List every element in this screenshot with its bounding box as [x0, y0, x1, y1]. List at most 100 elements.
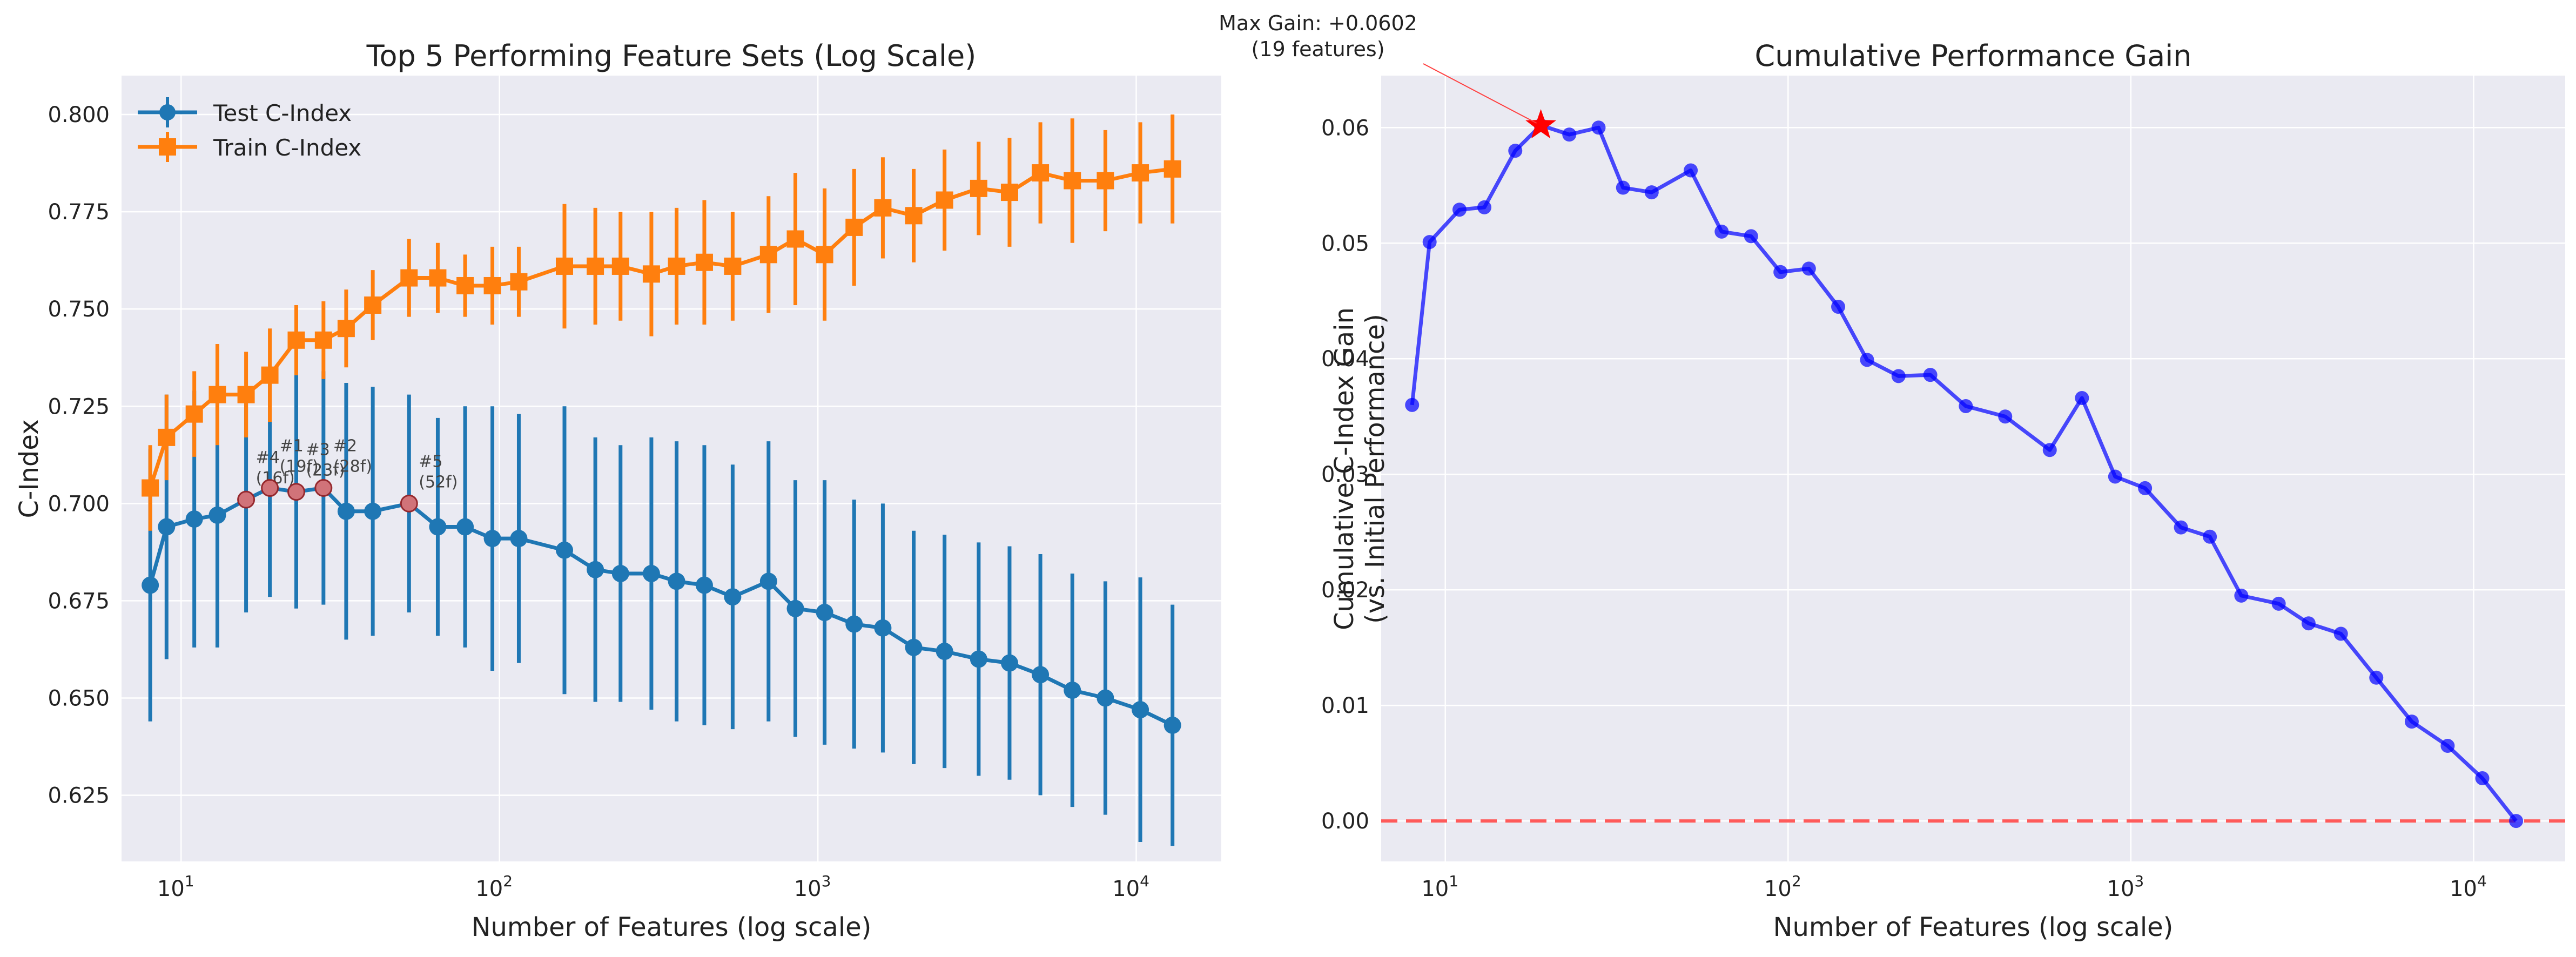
test-point	[158, 518, 176, 536]
gain-point	[2404, 715, 2419, 729]
left-chart-title: Top 5 Performing Feature Sets (Log Scale…	[366, 39, 977, 73]
gain-point	[1831, 299, 1846, 314]
train-point	[816, 246, 833, 264]
gain-point	[1591, 120, 1606, 135]
train-point	[142, 479, 159, 497]
right-ytick-label: 0.04	[1321, 347, 1369, 372]
train-point	[456, 277, 474, 294]
left-ytick-label: 0.750	[48, 297, 110, 322]
train-point	[429, 269, 447, 287]
test-point	[429, 518, 447, 536]
gain-point	[1405, 397, 1420, 412]
test-point	[786, 599, 804, 617]
train-point	[845, 218, 863, 236]
gain-point	[2203, 529, 2217, 544]
train-point	[936, 191, 953, 209]
test-point	[936, 643, 953, 661]
test-point	[642, 564, 660, 582]
train-point	[695, 253, 713, 271]
train-point	[1000, 184, 1018, 201]
train-point	[510, 273, 528, 291]
gain-point	[1452, 203, 1467, 217]
highlight-rank-label: #1	[280, 437, 304, 456]
gain-point	[1998, 409, 2013, 424]
right-y-axis-label: Cumulative C-Index Gain	[1329, 307, 1360, 630]
gain-point	[1508, 144, 1523, 158]
right-ytick-label: 0.03	[1321, 462, 1369, 487]
train-point	[287, 331, 305, 349]
test-point	[1064, 682, 1081, 699]
right-ytick-label: 0.02	[1321, 578, 1369, 603]
legend: Test C-Index Train C-Index	[138, 97, 361, 162]
test-point	[1163, 716, 1181, 734]
test-point	[1132, 701, 1149, 719]
gain-point	[2174, 520, 2188, 535]
train-point	[400, 269, 418, 287]
plot-background	[1381, 76, 2565, 861]
right-x-axis-label: Number of Features (log scale)	[1773, 912, 2174, 942]
train-point	[314, 331, 332, 349]
test-point	[1032, 666, 1050, 684]
right-xtick-label: 102	[1764, 872, 1801, 901]
gain-point	[1644, 185, 1659, 200]
highlight-point	[261, 479, 279, 497]
test-point	[874, 619, 892, 637]
grid	[122, 76, 1221, 861]
highlight-features-label: (52f)	[419, 473, 458, 491]
highlight-rank-label: #5	[419, 452, 442, 471]
legend-label-train: Train C-Index	[213, 134, 361, 161]
highlight-rank-label: #4	[256, 448, 280, 467]
highlight-rank-label: #2	[333, 437, 357, 456]
test-point	[337, 502, 355, 520]
right-ytick-label: 0.00	[1321, 809, 1369, 834]
train-point	[786, 230, 804, 248]
left-xtick-label: 101	[157, 872, 194, 901]
gain-point	[2475, 771, 2490, 785]
gain-point	[2042, 443, 2057, 457]
train-point	[158, 428, 176, 446]
left-ytick-label: 0.800	[48, 103, 110, 127]
highlight-point	[400, 494, 418, 513]
highlight-rank-label: #3	[306, 441, 329, 460]
gain-point	[2301, 616, 2316, 631]
gain-point	[1616, 180, 1630, 195]
left-chart: #4(16f)#1(19f)#3(23f)#2(28f) #5(52f) 0.62…	[14, 39, 1221, 942]
gain-point	[1959, 399, 1973, 413]
gain-point	[1860, 353, 1874, 367]
left-y-axis-label: C-Index	[14, 420, 44, 518]
test-point	[668, 572, 685, 590]
train-point	[364, 296, 382, 314]
test-point	[905, 638, 923, 656]
legend-label-test: Test C-Index	[213, 100, 352, 126]
train-point	[611, 257, 629, 275]
left-ytick-label: 0.625	[48, 784, 110, 808]
gain-point	[1714, 224, 1729, 239]
train-point	[1132, 164, 1149, 182]
left-ytick-label: 0.700	[48, 491, 110, 516]
right-chart: 0.00 0.01 0.02 0.03 0.04 0.05 0.06 101 102 103 104…	[1219, 11, 2565, 942]
series-markers	[142, 160, 1181, 734]
test-point	[510, 530, 528, 548]
train-point	[587, 257, 604, 275]
test-point	[142, 576, 159, 594]
right-xtick-label: 101	[1421, 872, 1458, 901]
gain-point	[2075, 390, 2089, 405]
test-point	[759, 572, 777, 590]
gain-point	[2138, 481, 2153, 495]
test-point	[695, 576, 713, 594]
right-chart-title: Cumulative Performance Gain	[1755, 39, 2192, 73]
train-point	[483, 277, 501, 294]
train-point	[237, 386, 255, 403]
tick-labels: 0.00 0.01 0.02 0.03 0.04 0.05 0.06 101 102 103 104	[1321, 116, 2487, 901]
train-point	[1032, 164, 1050, 182]
max-gain-annotation: Max Gain: +0.0602 (19 features)	[1219, 11, 1537, 124]
right-xtick-label: 104	[2450, 872, 2487, 901]
gain-point	[1422, 235, 1437, 250]
test-point	[1000, 654, 1018, 672]
test-point	[970, 650, 987, 668]
gain-point	[2333, 626, 2348, 641]
left-ytick-label: 0.775	[48, 200, 110, 225]
max-gain-annotation-line2: (19 features)	[1251, 37, 1384, 61]
gain-point	[1477, 200, 1492, 214]
